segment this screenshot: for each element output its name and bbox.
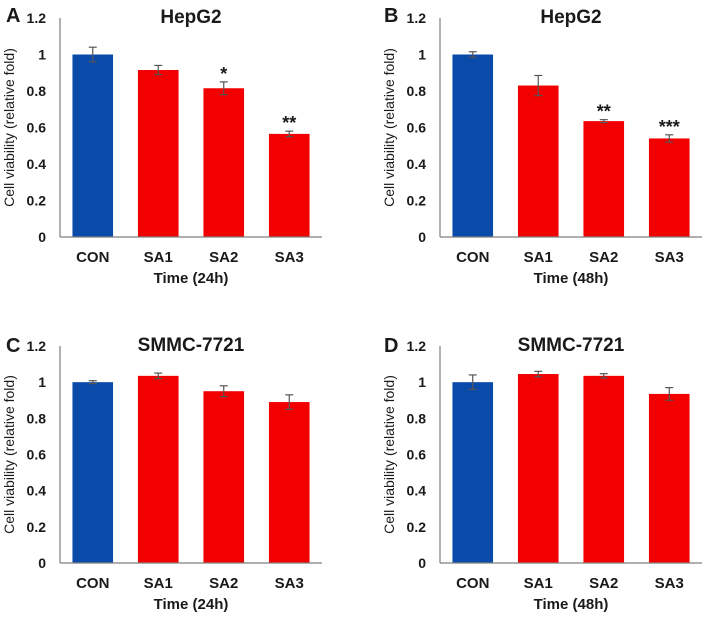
y-tick-label-a-1: 0.2 bbox=[27, 193, 47, 209]
y-tick-label-a-4: 0.8 bbox=[27, 83, 47, 99]
bar-b-sa3 bbox=[648, 138, 690, 237]
y-axis-title-d: Cell viability (relative fold) bbox=[381, 375, 397, 534]
x-tick-label-d-sa1: SA1 bbox=[524, 575, 553, 592]
y-tick-label-c-5: 1 bbox=[38, 374, 46, 390]
y-tick-label-c-2: 0.4 bbox=[27, 483, 47, 499]
bar-b-sa2 bbox=[583, 121, 625, 237]
x-tick-label-d-sa2: SA2 bbox=[589, 575, 618, 592]
y-tick-label-b-2: 0.4 bbox=[407, 156, 427, 172]
significance-b-sa3: *** bbox=[659, 117, 680, 137]
y-tick-label-d-2: 0.4 bbox=[407, 483, 427, 499]
x-tick-label-b-sa2: SA2 bbox=[589, 249, 618, 266]
bar-c-sa2 bbox=[203, 391, 245, 563]
panel-letter-a: A bbox=[6, 5, 20, 27]
x-tick-label-a-con: CON bbox=[76, 249, 109, 266]
y-tick-label-d-4: 0.8 bbox=[407, 410, 427, 426]
panel-letter-b: B bbox=[384, 5, 398, 27]
x-tick-label-a-sa3: SA3 bbox=[275, 249, 304, 266]
x-tick-label-d-con: CON bbox=[456, 575, 489, 592]
bar-d-sa3 bbox=[648, 393, 690, 563]
bar-a-sa3 bbox=[268, 133, 310, 237]
significance-b-sa2: ** bbox=[597, 102, 611, 122]
bar-a-con bbox=[72, 54, 114, 237]
x-tick-label-c-sa3: SA3 bbox=[275, 575, 304, 592]
y-tick-label-b-6: 1.2 bbox=[407, 10, 427, 26]
y-tick-label-b-0: 0 bbox=[418, 229, 426, 245]
panel-letter-c: C bbox=[6, 335, 20, 357]
x-tick-label-c-sa1: SA1 bbox=[144, 575, 173, 592]
y-tick-label-c-0: 0 bbox=[38, 555, 46, 571]
y-tick-label-d-3: 0.6 bbox=[407, 447, 427, 463]
panel-letter-d: D bbox=[384, 335, 398, 357]
x-tick-label-c-sa2: SA2 bbox=[209, 575, 238, 592]
y-tick-label-c-1: 0.2 bbox=[27, 519, 47, 535]
bar-c-con bbox=[72, 382, 114, 563]
y-tick-label-b-4: 0.8 bbox=[407, 83, 427, 99]
bar-b-con bbox=[452, 54, 494, 237]
x-axis-title-a: Time (24h) bbox=[154, 270, 229, 287]
x-tick-label-a-sa1: SA1 bbox=[144, 249, 173, 266]
y-tick-label-d-6: 1.2 bbox=[407, 338, 427, 354]
x-axis-title-d: Time (48h) bbox=[534, 596, 609, 613]
y-tick-label-d-0: 0 bbox=[418, 555, 426, 571]
y-axis-title-c: Cell viability (relative fold) bbox=[1, 375, 17, 534]
y-axis-title-b: Cell viability (relative fold) bbox=[381, 48, 397, 207]
y-tick-label-b-3: 0.6 bbox=[407, 120, 427, 136]
x-tick-label-d-sa3: SA3 bbox=[655, 575, 684, 592]
x-tick-label-b-con: CON bbox=[456, 249, 489, 266]
y-tick-label-d-1: 0.2 bbox=[407, 519, 427, 535]
y-axis-title-a: Cell viability (relative fold) bbox=[1, 48, 17, 207]
y-tick-label-c-3: 0.6 bbox=[27, 447, 47, 463]
y-tick-label-a-2: 0.4 bbox=[27, 156, 47, 172]
bar-d-con bbox=[452, 382, 494, 563]
chart-title-b: HepG2 bbox=[540, 7, 601, 28]
y-tick-label-a-5: 1 bbox=[38, 47, 46, 63]
bar-c-sa1 bbox=[137, 375, 179, 563]
significance-a-sa2: * bbox=[220, 64, 227, 84]
y-tick-label-b-1: 0.2 bbox=[407, 193, 427, 209]
y-tick-label-d-5: 1 bbox=[418, 374, 426, 390]
y-tick-label-a-3: 0.6 bbox=[27, 120, 47, 136]
x-axis-title-c: Time (24h) bbox=[154, 596, 229, 613]
x-tick-label-a-sa2: SA2 bbox=[209, 249, 238, 266]
bar-d-sa2 bbox=[583, 375, 625, 563]
bar-a-sa1 bbox=[137, 70, 179, 237]
x-tick-label-c-con: CON bbox=[76, 575, 109, 592]
chart-title-a: HepG2 bbox=[160, 7, 221, 28]
chart-title-d: SMMC-7721 bbox=[518, 335, 625, 356]
y-tick-label-c-6: 1.2 bbox=[27, 338, 47, 354]
bar-d-sa1 bbox=[517, 374, 559, 563]
y-tick-label-b-5: 1 bbox=[418, 47, 426, 63]
chart-title-c: SMMC-7721 bbox=[138, 335, 245, 356]
y-tick-label-a-0: 0 bbox=[38, 229, 46, 245]
y-tick-label-a-6: 1.2 bbox=[27, 10, 47, 26]
bar-b-sa1 bbox=[517, 85, 559, 238]
x-axis-title-b: Time (48h) bbox=[534, 270, 609, 287]
y-tick-label-c-4: 0.8 bbox=[27, 410, 47, 426]
bar-a-sa2 bbox=[203, 88, 245, 237]
x-tick-label-b-sa3: SA3 bbox=[655, 249, 684, 266]
x-tick-label-b-sa1: SA1 bbox=[524, 249, 553, 266]
bar-c-sa3 bbox=[268, 402, 310, 563]
significance-a-sa3: ** bbox=[282, 113, 296, 133]
